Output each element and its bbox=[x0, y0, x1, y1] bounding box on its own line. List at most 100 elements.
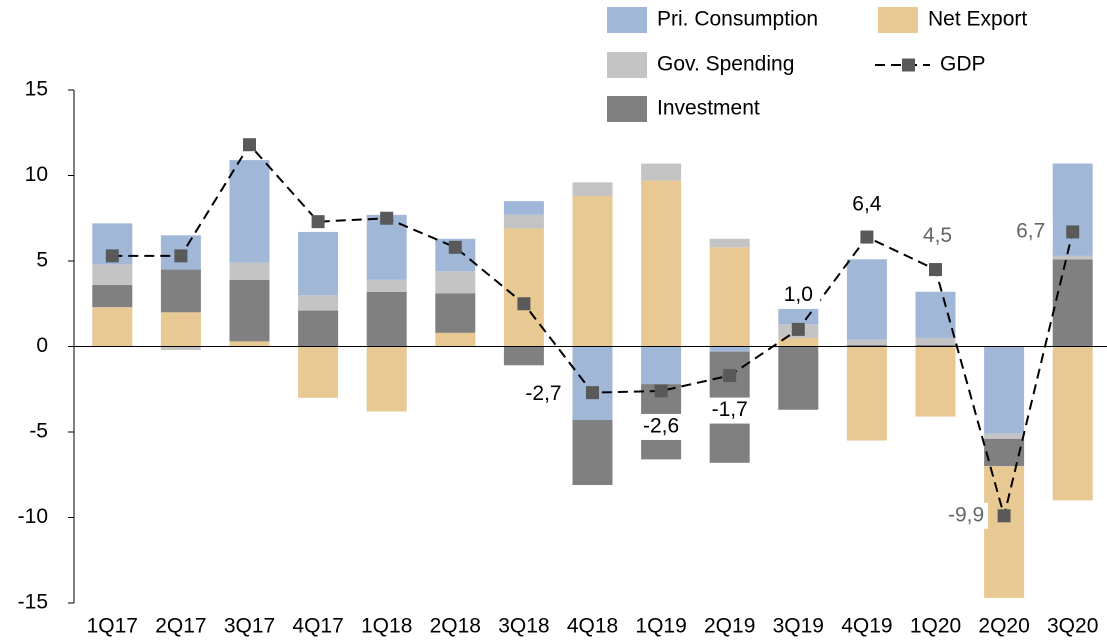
bar-segment bbox=[572, 346, 613, 421]
label-background bbox=[944, 502, 989, 529]
legend-swatch bbox=[878, 7, 918, 33]
x-tick-label: 3Q19 bbox=[773, 615, 824, 638]
bar-segment bbox=[435, 293, 476, 333]
gdp-marker bbox=[174, 249, 188, 263]
bar-segment bbox=[435, 332, 476, 347]
x-tick-label: 1Q19 bbox=[635, 615, 686, 638]
bar-segment bbox=[778, 346, 819, 410]
legend-label: Net Export bbox=[928, 8, 1027, 31]
data-label: -2,7 bbox=[525, 382, 561, 405]
bar-segment bbox=[298, 346, 339, 398]
bar-segment bbox=[366, 214, 407, 280]
gdp-marker bbox=[997, 509, 1011, 523]
gdp-marker bbox=[517, 297, 531, 311]
bar-segment bbox=[572, 182, 613, 197]
bar-segment bbox=[778, 308, 819, 325]
gdp-marker bbox=[311, 215, 325, 229]
bar-segment bbox=[1052, 163, 1093, 256]
bar-segment bbox=[641, 163, 682, 181]
gdp-marker bbox=[860, 230, 874, 244]
bar-segment bbox=[915, 291, 956, 338]
legend-label: Gov. Spending bbox=[657, 53, 794, 76]
label-background bbox=[844, 192, 889, 219]
legend-swatch bbox=[607, 52, 647, 78]
bar-segment bbox=[846, 339, 887, 345]
bar-segment bbox=[229, 279, 270, 342]
bar-segment bbox=[1052, 259, 1093, 347]
y-tick-label: -5 bbox=[29, 420, 48, 443]
x-tick-label: 2Q17 bbox=[155, 615, 206, 638]
bar-segment bbox=[641, 346, 682, 385]
bar-segment bbox=[229, 262, 270, 280]
bar-segment bbox=[1052, 255, 1093, 260]
gdp-marker bbox=[448, 240, 462, 254]
gdp-marker bbox=[723, 369, 737, 383]
bar-segment bbox=[846, 259, 887, 340]
bar-segment bbox=[92, 307, 133, 347]
data-label: 6,4 bbox=[852, 193, 882, 216]
bar-segment bbox=[915, 344, 956, 347]
bar-segment bbox=[915, 337, 956, 345]
data-label: -2,6 bbox=[643, 415, 679, 438]
bar-segment bbox=[160, 312, 201, 347]
bar-segment bbox=[1052, 346, 1093, 501]
y-tick-label: 10 bbox=[25, 163, 48, 186]
x-tick-label: 4Q18 bbox=[567, 615, 618, 638]
bar-segment bbox=[915, 346, 956, 417]
bar-segment bbox=[984, 466, 1025, 598]
x-tick-label: 1Q18 bbox=[361, 615, 412, 638]
label-background bbox=[521, 381, 566, 408]
bar-segment bbox=[366, 346, 407, 412]
bar-segment bbox=[366, 291, 407, 347]
y-tick-label: -10 bbox=[18, 505, 48, 528]
legend-swatch bbox=[607, 96, 647, 122]
x-tick-label: 1Q20 bbox=[910, 615, 961, 638]
x-tick-label: 2Q20 bbox=[978, 615, 1029, 638]
bar-segment bbox=[503, 201, 544, 215]
bar-segment bbox=[229, 160, 270, 263]
gdp-marker bbox=[654, 384, 668, 398]
label-background bbox=[776, 282, 821, 309]
bar-segment bbox=[778, 337, 819, 347]
bar-segment bbox=[572, 420, 613, 486]
data-label: 1,0 bbox=[784, 283, 813, 306]
bar-segment bbox=[503, 214, 544, 229]
gdp-marker bbox=[586, 386, 599, 400]
bar-segment bbox=[366, 279, 407, 292]
x-tick-label: 3Q18 bbox=[498, 615, 549, 638]
y-tick-label: -15 bbox=[18, 591, 48, 614]
bar-segment bbox=[846, 346, 887, 441]
bar-segment bbox=[709, 238, 750, 248]
bar-segment bbox=[503, 228, 544, 347]
bar-segment bbox=[298, 310, 339, 347]
x-tick-label: 3Q17 bbox=[224, 615, 275, 638]
legend-swatch bbox=[607, 7, 647, 33]
data-label: -9,9 bbox=[948, 503, 984, 526]
bar-segment bbox=[709, 247, 750, 347]
bar-segment bbox=[641, 180, 682, 347]
data-label: 6,7 bbox=[1016, 219, 1045, 242]
bar-segment bbox=[298, 295, 339, 311]
x-tick-label: 4Q17 bbox=[292, 615, 343, 638]
gdp-marker bbox=[380, 211, 394, 225]
bar-segment bbox=[229, 341, 270, 347]
bar-segment bbox=[298, 231, 339, 296]
x-tick-label: 3Q20 bbox=[1047, 615, 1098, 638]
data-label: -1,7 bbox=[712, 398, 748, 421]
bar-segment bbox=[435, 271, 476, 294]
y-tick-label: 5 bbox=[36, 249, 48, 272]
bar-segment bbox=[984, 433, 1025, 439]
label-background bbox=[639, 413, 684, 440]
gdp-marker bbox=[929, 263, 942, 277]
bar-segment bbox=[846, 344, 887, 347]
bar-segment bbox=[709, 346, 750, 352]
bar-segment bbox=[984, 346, 1025, 434]
y-tick-label: 0 bbox=[36, 334, 48, 357]
y-tick-label: 15 bbox=[25, 78, 48, 101]
legend-marker bbox=[902, 58, 915, 72]
legend-label: Investment bbox=[657, 97, 760, 120]
bar-segment bbox=[160, 269, 201, 313]
legend-label: GDP bbox=[940, 53, 986, 76]
bar-segment bbox=[984, 438, 1025, 467]
